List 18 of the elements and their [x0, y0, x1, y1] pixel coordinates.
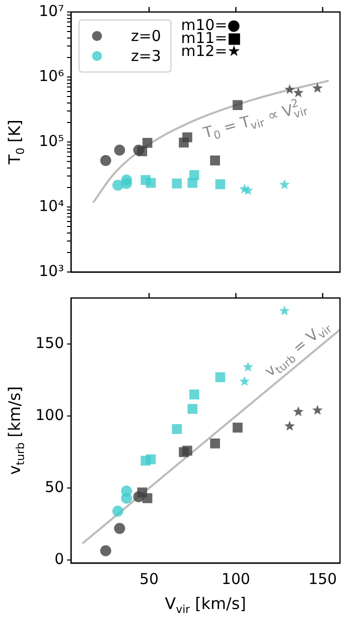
- y-tick-label: 0: [54, 550, 64, 568]
- annotation: T0 = Tvir ∝ V2vir: [200, 96, 310, 142]
- y-tick-label: 10³: [38, 262, 64, 280]
- y-tick-label: 50: [44, 478, 64, 496]
- y-tick-label: 150: [35, 334, 64, 352]
- y-tick-label: 10⁷: [38, 2, 64, 20]
- y-tick-label: 10⁴: [38, 196, 64, 215]
- y-axis-title: vturb [km/s]: [5, 386, 27, 475]
- annotation: vturb = Vvir: [261, 322, 335, 380]
- x-tick-label: 100: [222, 570, 250, 588]
- x-tick-label: 150: [308, 570, 337, 588]
- legend-label: z=0: [131, 26, 161, 45]
- y-tick-label: 10⁶: [38, 66, 64, 85]
- legend-label: z=3: [131, 46, 161, 65]
- y-tick-label: 10⁵: [38, 132, 64, 150]
- x-tick-label: 50: [140, 570, 159, 588]
- y-tick-label: 100: [35, 406, 64, 424]
- y-axis-title: T0 [K]: [5, 120, 27, 166]
